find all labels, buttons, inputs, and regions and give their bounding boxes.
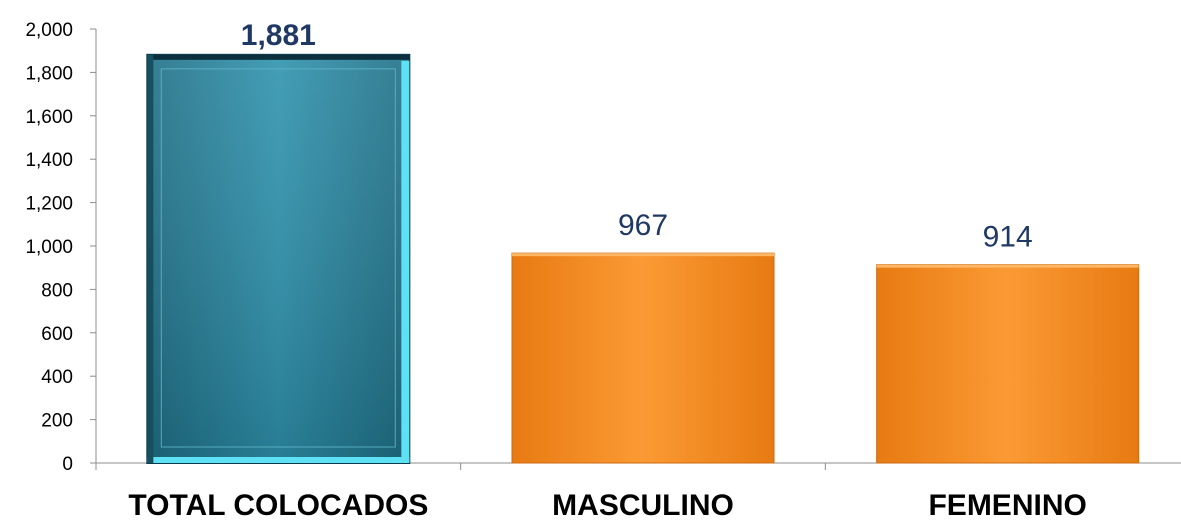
category-label: TOTAL COLOCADOS (128, 489, 428, 522)
chart-bars (146, 53, 1140, 464)
bar-masculino (511, 252, 775, 464)
y-tick-label: 1,800 (25, 63, 73, 84)
category-label: FEMENINO (928, 489, 1086, 522)
bar-bevel-right (401, 60, 410, 463)
bar-top-highlight (512, 253, 774, 257)
bar-shade (147, 54, 410, 463)
y-tick-label: 1,400 (25, 150, 73, 171)
y-tick-label: 800 (41, 280, 73, 301)
bar-fill (511, 252, 775, 464)
y-tick-label: 2,000 (25, 20, 73, 41)
y-tick-label: 0 (62, 454, 73, 475)
chart-labels: 1,881 TOTAL COLOCADOS 967 MASCULINO 914 FEMEN… (128, 19, 1087, 522)
y-tick-label: 200 (41, 411, 73, 432)
data-label: 1,881 (241, 19, 316, 52)
y-tick-label: 1,200 (25, 194, 73, 215)
bar-fill (876, 264, 1140, 464)
bar-bevel-top (147, 54, 410, 60)
y-tick-label: 1,600 (25, 107, 73, 128)
bar-bevel-bottom (147, 457, 410, 463)
bar-bevel-left (147, 54, 154, 463)
bar-top-highlight (876, 264, 1139, 268)
y-tick-label: 1,000 (25, 237, 73, 258)
y-tick-label: 400 (41, 367, 73, 388)
data-label: 967 (618, 209, 668, 242)
bar-femenino (876, 264, 1140, 464)
chart-axes: 0 200 400 600 800 1,000 1,200 1,400 1,600 1,800 2,… (25, 20, 1181, 475)
data-label: 914 (983, 221, 1033, 254)
y-tick-label: 600 (41, 324, 73, 345)
bar-total-colocados (146, 53, 411, 464)
category-label: MASCULINO (552, 489, 734, 522)
bar-inner-outline (160, 68, 396, 448)
